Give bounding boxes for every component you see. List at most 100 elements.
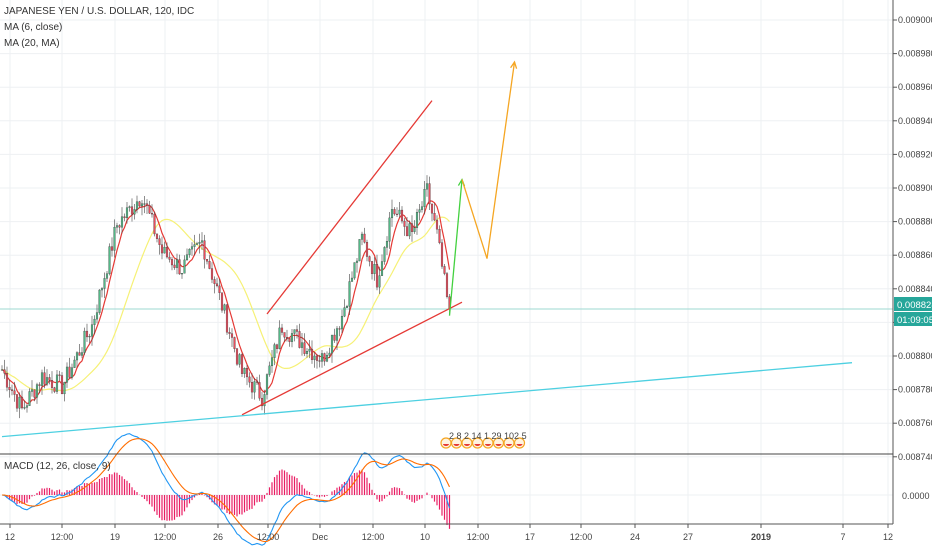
orange-projection[interactable] [461,61,516,259]
candle-body [245,368,249,378]
candle-body [305,351,309,354]
candle-body [180,273,184,275]
candle-body [388,217,391,242]
candle-body [205,259,209,262]
candle-body [340,315,344,330]
candle-body [188,248,191,255]
candle-body [128,206,131,208]
candle-body [293,329,296,334]
event-marker-fill [485,444,491,446]
upper-channel-line[interactable] [266,100,433,315]
price-badge-bg [894,297,932,311]
candle-body [285,337,289,339]
candle-body [335,328,339,341]
candle-body [83,330,86,353]
chart-title[interactable]: JAPANESE YEN / U.S. DOLLAR, 120, IDC [4,6,195,17]
green-projection[interactable] [448,179,463,316]
candle-body [100,288,104,291]
time-tick-label: 24 [630,532,640,542]
candle-body [0,369,4,371]
legend-ma20[interactable]: MA (20, MA) [4,38,60,49]
candle-body [378,275,381,288]
candle-body [295,329,299,332]
candle-body [220,292,224,311]
candle-body [385,241,389,248]
candle-body [410,223,414,232]
candle-body [28,391,31,406]
candle-body [443,266,446,274]
candle-body [438,229,441,243]
candle-body [393,209,396,215]
macd-pane: 0.0000 [0,433,930,546]
candle-body [383,247,386,262]
candle-body [300,342,304,348]
candle-body [125,207,129,219]
candle-body [20,396,24,409]
candle-body [23,407,26,409]
lower-channel-line[interactable] [241,301,463,416]
candle-body [310,348,314,360]
price-tick-label: 0.009000 [898,15,932,25]
candle-body [80,352,84,356]
candle-body [198,242,201,244]
candle-body [153,213,156,235]
candle-body [45,377,49,385]
candle-body [68,366,71,378]
candle-body [420,206,424,210]
candle-body [240,354,244,374]
candle-body [405,226,409,237]
candle-body [3,369,6,374]
time-tick-label: 10 [420,532,430,542]
event-markers[interactable]: 2 8 2 14 1 29 102 5 [440,431,528,452]
candle-body [50,380,54,388]
candle-body [193,244,196,247]
candle-body [178,259,181,275]
event-marker-fill [474,444,481,446]
drawing-annotations[interactable] [1,60,853,438]
candle-body [113,227,116,251]
candle-body [248,376,251,383]
candle-body [330,334,334,354]
candle-body [175,259,179,268]
candle-body [73,359,76,368]
candle-body [428,183,431,205]
legend-ma6[interactable]: MA (6, close) [4,22,63,33]
candle-body [123,216,126,219]
candle-body [355,260,359,263]
indicator-lines [1,200,451,405]
candle-body [85,330,89,338]
candle-body [173,264,176,268]
candle-body [318,360,321,362]
event-marker-fill [453,444,460,446]
candle-body [270,357,274,367]
last-price-label: 0.008828 [897,300,932,311]
legend-macd[interactable]: MACD (12, 26, close, 9) [4,461,111,472]
time-axis-ticks[interactable]: 12 12:00 19 12:00 26 12:00 Dec 12:00 10 12:00 17 12… [5,524,893,542]
candle-body [108,246,111,274]
candle-body [15,394,19,409]
candle-body [223,304,226,311]
candle-body [423,189,426,207]
candle-body [103,278,106,289]
candle-body [10,389,14,391]
candle-body [365,242,369,257]
candle-body [373,264,376,274]
candle-body [320,353,324,362]
candle-body [323,353,326,362]
orange-projection-arrowhead [510,60,518,69]
candle-body [445,273,449,297]
macd-signal-line [1,438,450,543]
candle-body [280,327,284,333]
candle-body [163,246,166,254]
candle-body [120,216,124,228]
long-support-line[interactable] [1,362,853,438]
time-tick-label: 12:00 [362,532,385,542]
candle-body [228,332,231,334]
ma20-line [1,216,450,392]
price-tick-label: 0.008740 [898,452,932,462]
price-axis-ticks[interactable]: 0.009000 0.008980 0.008960 0.008940 0.008920… [893,15,932,462]
time-tick-label: 19 [110,532,120,542]
event-marker-icon[interactable] [513,437,526,449]
price-badge: 0.008828 01:09:05 [894,297,932,326]
